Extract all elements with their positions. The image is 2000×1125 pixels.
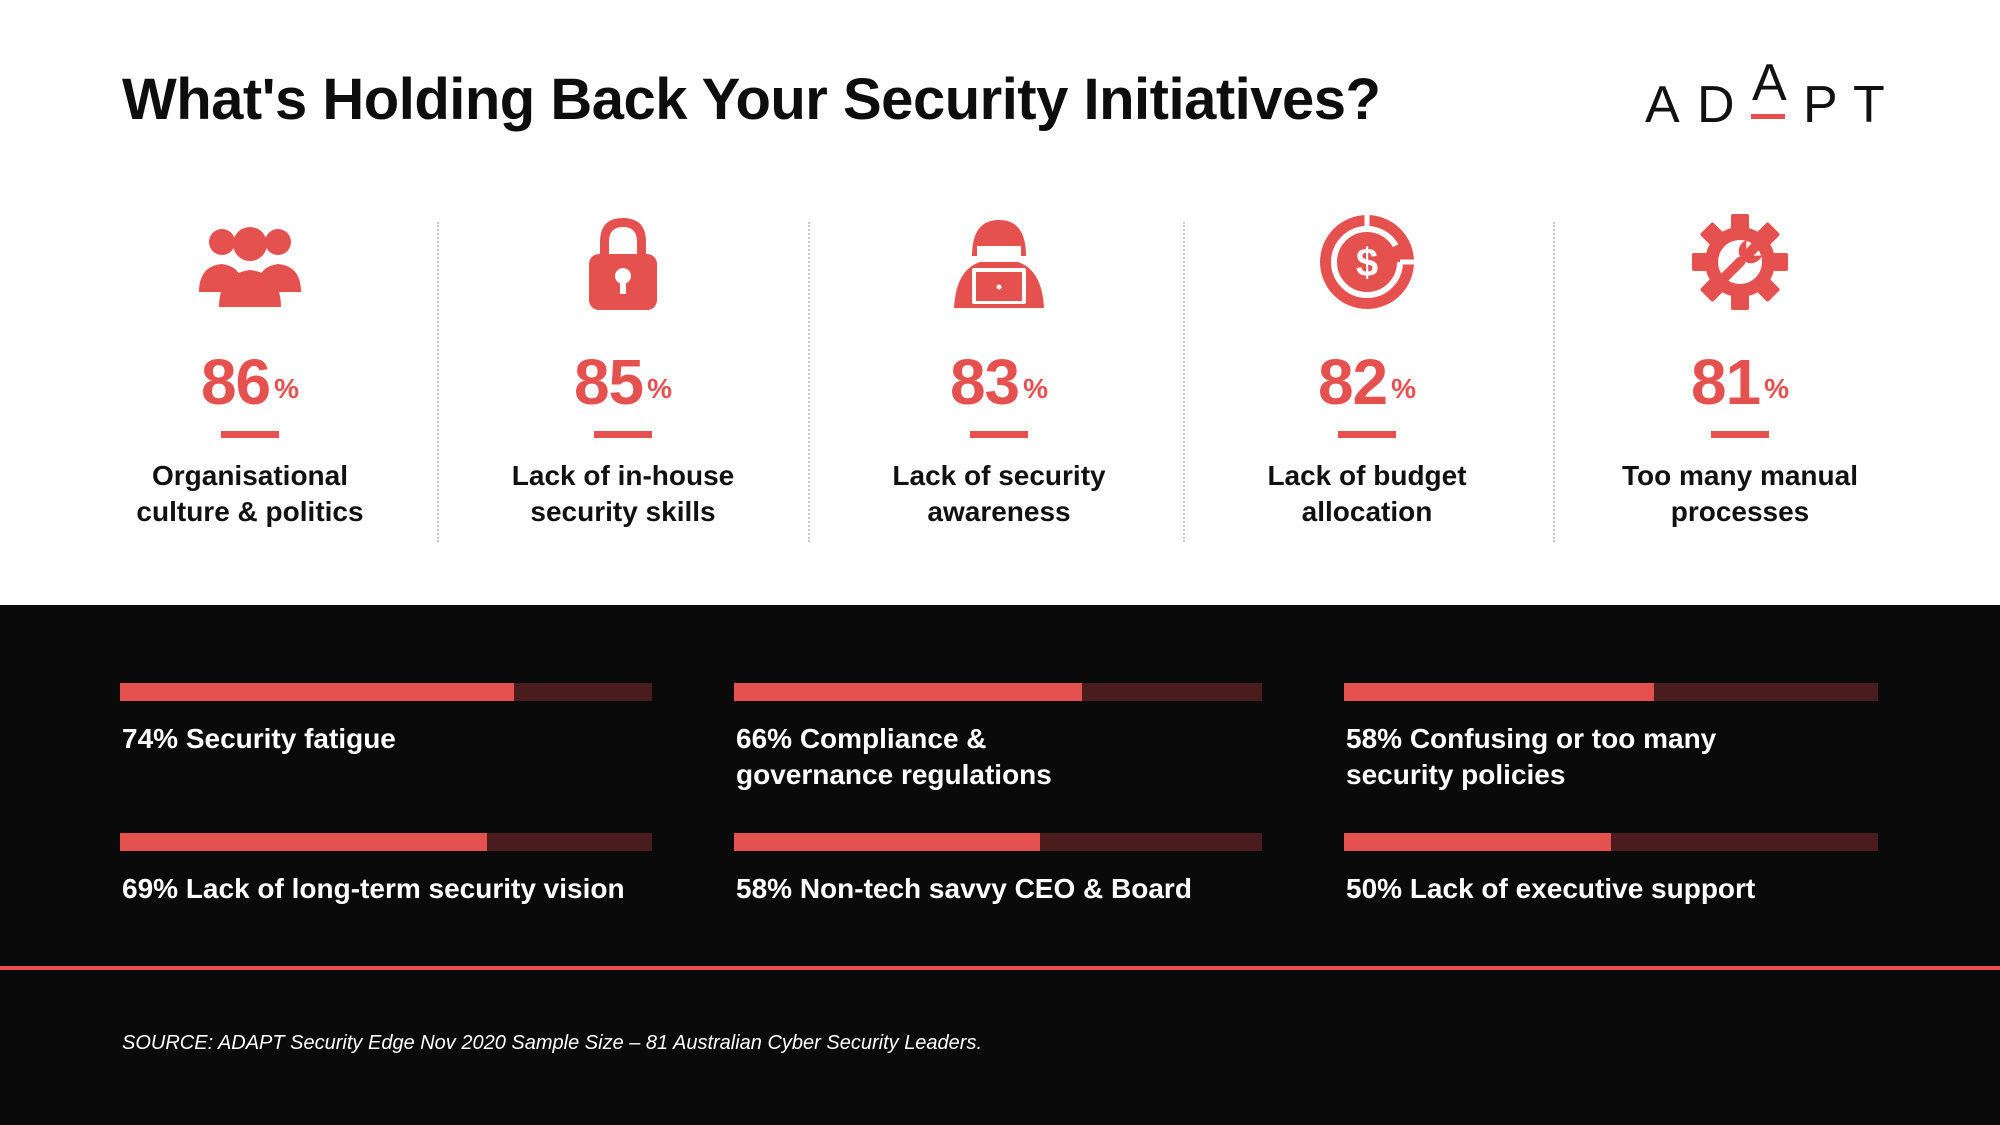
column-divider [1553,222,1555,542]
bar-label: 66% Compliance & governance regulations [736,723,1052,790]
hacker-laptop-icon [954,220,1044,308]
stat-value: 83% [849,345,1149,419]
stat-underline [594,431,652,438]
dollar-pie-icon: $ [1320,214,1416,309]
people-group-icon [199,227,301,307]
stat-value: 81% [1590,345,1890,419]
svg-text:$: $ [1356,241,1378,285]
logo-letter-4: P [1803,76,1838,132]
logo-letter-2: D [1697,76,1735,132]
bar-label: 58% Confusing or too many security polic… [1346,723,1717,790]
stat-unit: % [647,373,673,404]
source-note: SOURCE: ADAPT Security Edge Nov 2020 Sam… [122,1032,983,1054]
stat-item: $ 82% Lack of budget allocation [1217,210,1517,530]
stat-unit: % [1391,373,1417,404]
stat-number: 86 [200,346,271,418]
stat-item: 83% Lack of security awareness [849,210,1149,530]
stat-underline [970,431,1028,438]
column-divider [1183,222,1185,542]
stat-number: 85 [573,346,644,418]
stat-label: Organisational culture & politics [136,460,364,527]
stat-number: 81 [1690,346,1761,418]
stat-underline [1338,431,1396,438]
bar-fill [734,683,1083,701]
bar-fill [734,833,1041,851]
padlock-icon [589,218,657,310]
bar-label: 58% Non-tech savvy CEO & Board [736,873,1192,904]
gear-wrench-icon [1692,214,1788,310]
stat-item: 86% Organisational culture & politics [100,210,400,530]
stat-underline [1711,431,1769,438]
stat-label: Lack of security awareness [892,460,1106,527]
stat-value: 86% [100,345,400,419]
stat-label: Lack of budget allocation [1267,460,1467,527]
bar-fill [120,833,488,851]
bar-fill [1344,833,1611,851]
stat-value: 85% [473,345,773,419]
column-divider [808,222,810,542]
logo-letter-5: T [1853,76,1885,132]
logo-accent-bar [1751,114,1785,119]
top-stats: 86% Organisational culture & politics 85… [100,210,1890,542]
bar-fill [1344,683,1654,701]
stat-label: Lack of in-house security skills [511,460,735,527]
logo-letter-1: A [1645,76,1680,132]
stat-number: 83 [949,346,1020,418]
adapt-logo: A D A P T [1645,62,1885,132]
stat-underline [221,431,279,438]
stat-item: 81% Too many manual processes [1590,210,1890,530]
bar-label: 69% Lack of long-term security vision [122,873,625,904]
logo-letter-3: A [1752,62,1787,112]
bar-fill [120,683,514,701]
stat-item: 85% Lack of in-house security skills [473,210,773,530]
bar-label: 50% Lack of executive support [1346,873,1756,904]
stat-unit: % [274,373,300,404]
stat-value: 82% [1217,345,1517,419]
page-title: What's Holding Back Your Security Initia… [122,67,1381,132]
stat-label: Too many manual processes [1622,460,1858,527]
stat-unit: % [1764,373,1790,404]
stat-unit: % [1023,373,1049,404]
column-divider [437,222,439,542]
footer-divider [0,966,2000,970]
bar-label: 74% Security fatigue [122,723,396,754]
stat-number: 82 [1317,346,1388,418]
